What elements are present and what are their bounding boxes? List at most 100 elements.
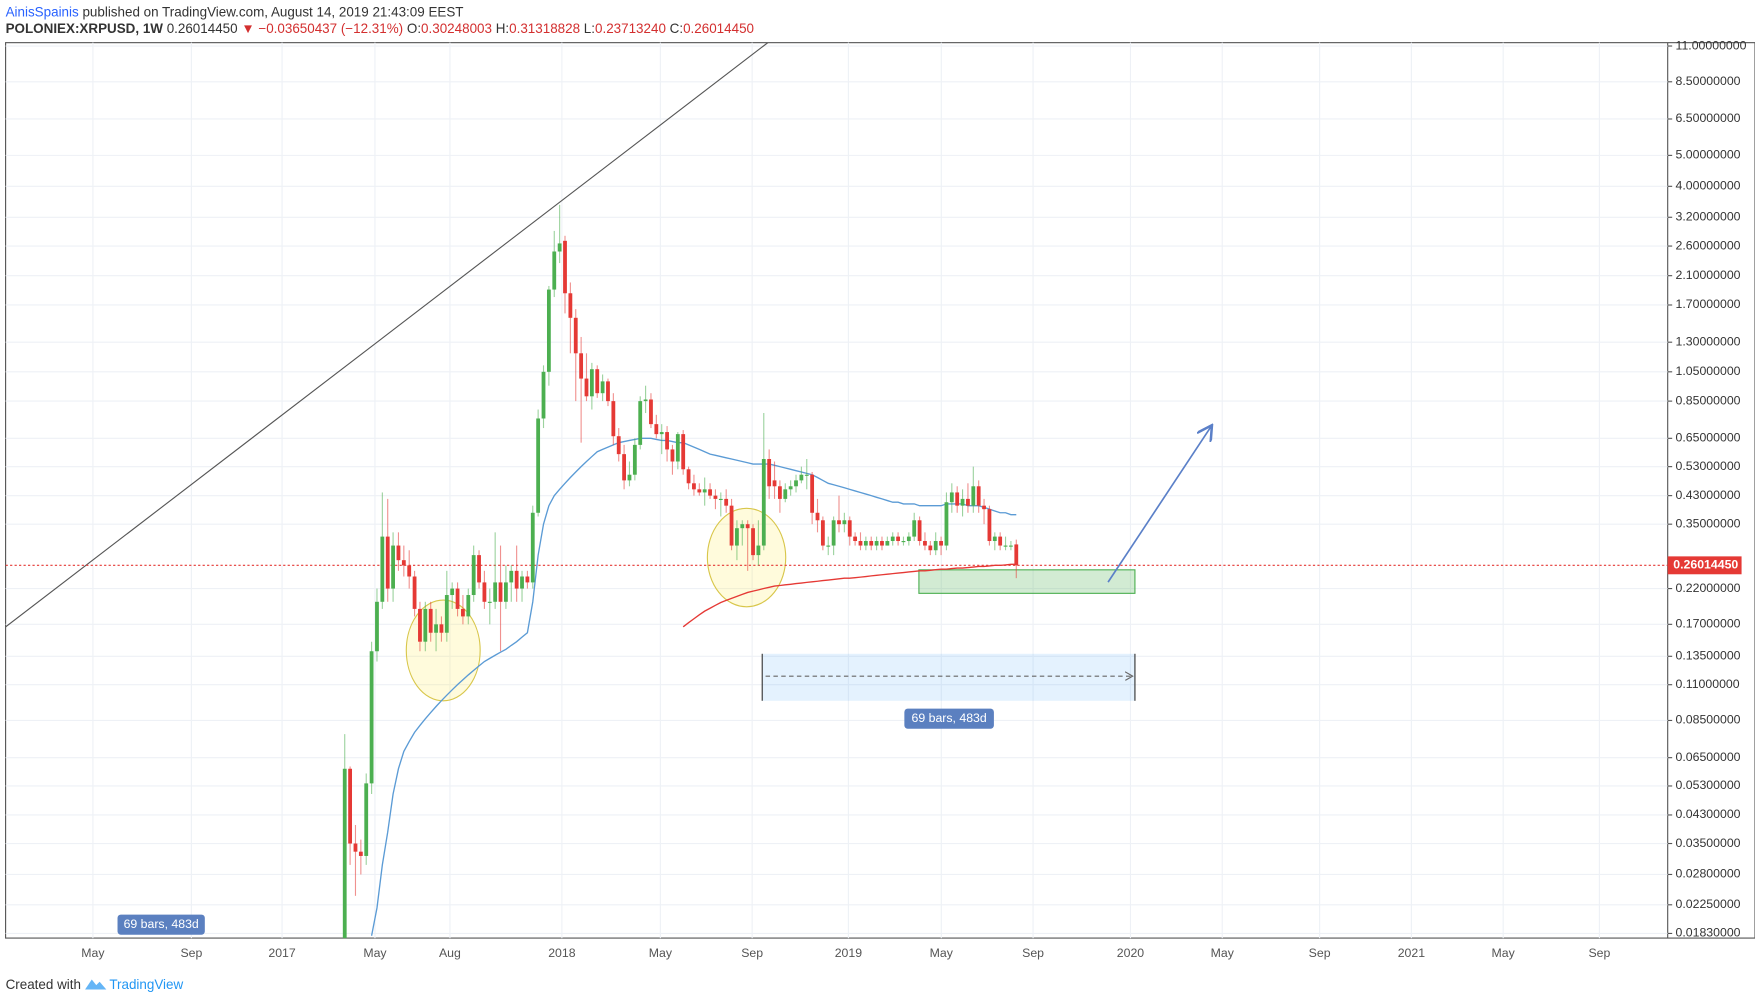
candle-body <box>772 480 777 487</box>
candle-body <box>713 495 718 499</box>
candle-body <box>708 489 712 496</box>
candle-body <box>810 474 815 513</box>
x-tick-label: May <box>930 946 954 960</box>
candle-body <box>552 251 557 290</box>
candle-body <box>434 624 438 633</box>
trend-line <box>5 42 769 628</box>
candle-body <box>659 432 664 435</box>
candle-body <box>837 520 841 525</box>
y-tick-label: 0.04300000 <box>1676 807 1741 821</box>
candle-body <box>923 541 927 546</box>
y-tick-label: 0.35000000 <box>1676 516 1741 530</box>
candle-body <box>358 851 363 856</box>
candle-body <box>880 541 884 546</box>
y-tick-label: 0.13500000 <box>1676 649 1741 663</box>
candle-body <box>740 524 745 529</box>
candle-body <box>756 545 761 556</box>
candle-body <box>541 371 546 419</box>
l-label: L: <box>584 21 595 36</box>
h-label: H: <box>496 21 509 36</box>
candle-body <box>616 436 621 455</box>
candle-body <box>611 401 616 437</box>
candle-body <box>444 595 449 633</box>
candle-body <box>364 783 369 856</box>
y-tick-label: 0.43000000 <box>1676 488 1741 502</box>
y-tick-label: 0.05300000 <box>1676 778 1741 792</box>
x-tick-label: Sep <box>1309 946 1331 960</box>
candle-body <box>348 768 353 844</box>
candle-body <box>568 293 573 318</box>
moving-average <box>682 563 1017 628</box>
candle-body <box>928 545 933 551</box>
candle-body <box>794 480 798 487</box>
y-tick-label: 0.53000000 <box>1676 459 1741 473</box>
footer-brand[interactable]: TradingView <box>109 977 183 992</box>
x-tick-label: Aug <box>439 946 461 960</box>
y-tick-label: 6.50000000 <box>1676 111 1741 125</box>
candle-body <box>471 555 476 596</box>
last: 0.26014450 <box>167 21 238 36</box>
c: 0.26014450 <box>683 21 754 36</box>
candle-body <box>401 560 406 566</box>
candle-body <box>665 432 669 450</box>
candle-body <box>600 381 605 394</box>
candle-body <box>396 545 401 561</box>
candle-body <box>874 541 879 546</box>
candle-body <box>493 582 498 602</box>
price-label: 0.26014450 <box>1673 558 1738 572</box>
y-tick-label: 0.17000000 <box>1676 617 1741 631</box>
x-tick-label: May <box>1492 946 1516 960</box>
y-tick-label: 0.11000000 <box>1676 677 1740 691</box>
candle-body <box>735 528 739 546</box>
x-tick-label: 2017 <box>268 946 296 960</box>
x-tick-label: May <box>1211 946 1235 960</box>
x-tick-label: May <box>363 946 387 960</box>
candle-body <box>477 555 481 583</box>
range-label: 69 bars, 483d <box>124 917 199 931</box>
x-tick-label: 2018 <box>548 946 576 960</box>
candle-body <box>461 608 465 617</box>
author[interactable]: AinisSpainis <box>6 4 79 19</box>
date-range <box>762 653 1135 701</box>
candle-body <box>504 582 508 602</box>
candle-body <box>606 381 610 402</box>
candle-body <box>724 498 729 506</box>
x-tick-label: May <box>81 946 105 960</box>
candle-body <box>718 498 723 501</box>
y-tick-label: 2.60000000 <box>1676 238 1741 252</box>
candle-body <box>520 576 524 589</box>
candle-body <box>1014 544 1019 566</box>
candle-body <box>675 434 680 462</box>
candle-body <box>595 369 600 394</box>
highlight-circle <box>706 507 787 608</box>
candle-body <box>380 536 385 602</box>
candle-body <box>487 601 492 603</box>
candle-body <box>858 541 863 546</box>
y-tick-label: 0.02250000 <box>1676 897 1741 911</box>
pane-border <box>5 42 1755 939</box>
candle-body <box>450 588 455 596</box>
candle-body <box>788 486 793 490</box>
candle-body <box>439 624 444 633</box>
candle-body <box>407 565 412 577</box>
candle-body <box>385 536 390 589</box>
y-tick-label: 0.85000000 <box>1676 393 1741 407</box>
candle-body <box>509 570 514 583</box>
candle-body <box>842 520 847 525</box>
candle-body <box>869 541 874 546</box>
candle-body <box>579 353 584 379</box>
candle-body <box>933 541 938 551</box>
y-tick-label: 3.20000000 <box>1676 210 1741 224</box>
candle-body <box>917 520 922 542</box>
x-tick-label: May <box>649 946 673 960</box>
candle-body <box>955 492 960 506</box>
candle-body <box>799 474 804 481</box>
x-tick-label: 2020 <box>1117 946 1145 960</box>
candle-body <box>428 608 433 633</box>
candle-body <box>901 541 906 543</box>
candle-body <box>826 545 831 547</box>
range-label-box <box>904 708 994 729</box>
axes: 11.00000000 8.50000000 6.50000000 5.0000000… <box>81 38 1746 960</box>
candle-body <box>643 399 648 402</box>
